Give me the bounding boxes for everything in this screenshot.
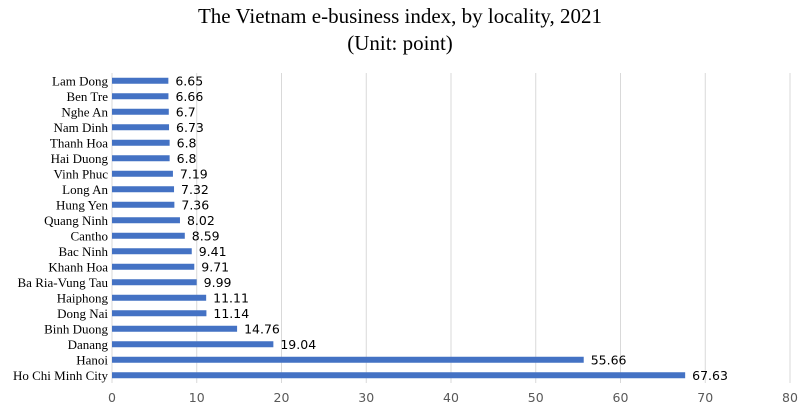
data-label: 8.02	[187, 213, 215, 228]
data-label: 9.71	[201, 259, 229, 274]
category-label: Haiphong	[57, 290, 109, 305]
category-label: Hung Yen	[56, 197, 109, 212]
bar	[112, 155, 170, 162]
x-tick-label: 30	[358, 390, 374, 405]
category-label: Lam Dong	[52, 73, 108, 88]
category-label: Danang	[68, 337, 109, 352]
data-label: 6.8	[177, 135, 197, 150]
data-label: 67.63	[692, 368, 728, 383]
data-label: 6.8	[177, 151, 197, 166]
category-label: Quang Ninh	[44, 213, 108, 228]
bar	[112, 139, 170, 146]
category-label: Khanh Hoa	[48, 259, 108, 274]
data-label: 6.66	[175, 89, 203, 104]
bars	[112, 77, 686, 379]
bar	[112, 170, 173, 177]
category-label: Hanoi	[76, 352, 108, 367]
category-label: Thanh Hoa	[50, 135, 108, 150]
data-labels: 6.656.666.76.736.86.87.197.327.368.028.5…	[175, 73, 728, 383]
x-tick-label: 60	[613, 390, 629, 405]
x-tick-label: 20	[274, 390, 290, 405]
data-label: 9.99	[204, 275, 232, 290]
bar	[112, 372, 686, 379]
category-label: Cantho	[70, 228, 108, 243]
bar	[112, 263, 195, 270]
x-tick-label: 0	[108, 390, 116, 405]
category-label: Ba Ria-Vung Tau	[18, 275, 109, 290]
bar	[112, 186, 175, 193]
bar	[112, 124, 170, 131]
bar	[112, 248, 192, 255]
x-axis-tick-labels: 0 10 20 30 40 50 60 70 80	[108, 390, 798, 405]
x-tick-label: 10	[189, 390, 205, 405]
data-label: 19.04	[280, 337, 316, 352]
bar	[112, 356, 584, 363]
bar	[112, 294, 207, 301]
data-label: 6.73	[176, 120, 204, 135]
data-label: 11.14	[213, 306, 249, 321]
x-tick-label: 50	[528, 390, 544, 405]
category-label: Ben Tre	[66, 89, 108, 104]
category-label: Dong Nai	[57, 306, 108, 321]
data-label: 6.7	[176, 104, 196, 119]
data-label: 6.65	[175, 73, 203, 88]
bar	[112, 108, 169, 115]
data-label: 55.66	[591, 352, 627, 367]
bar	[112, 77, 169, 84]
data-label: 7.19	[180, 166, 208, 181]
category-label: Hai Duong	[51, 151, 109, 166]
bar	[112, 232, 185, 239]
data-label: 9.41	[199, 244, 227, 259]
category-label: Long An	[62, 182, 108, 197]
bar	[112, 201, 175, 208]
bar	[112, 310, 207, 317]
data-label: 14.76	[244, 321, 280, 336]
data-label: 7.32	[181, 182, 209, 197]
bar	[112, 341, 274, 348]
category-label: Nam Dinh	[53, 120, 108, 135]
bar	[112, 93, 169, 100]
category-label: Binh Duong	[44, 321, 108, 336]
x-tick-label: 80	[782, 390, 798, 405]
x-tick-label: 70	[697, 390, 713, 405]
category-label: Ho Chi Minh City	[13, 368, 108, 383]
chart-subtitle: (Unit: point)	[347, 31, 453, 55]
category-label: Vinh Phuc	[54, 166, 109, 181]
category-label: Nghe An	[61, 104, 108, 119]
category-label: Bac Ninh	[59, 244, 109, 259]
data-label: 7.36	[181, 197, 209, 212]
data-label: 11.11	[213, 290, 249, 305]
bar	[112, 217, 180, 224]
x-tick-label: 40	[443, 390, 459, 405]
bar	[112, 325, 238, 332]
data-label: 8.59	[192, 228, 220, 243]
chart-title: The Vietnam e-business index, by localit…	[197, 4, 603, 28]
bar	[112, 279, 197, 286]
